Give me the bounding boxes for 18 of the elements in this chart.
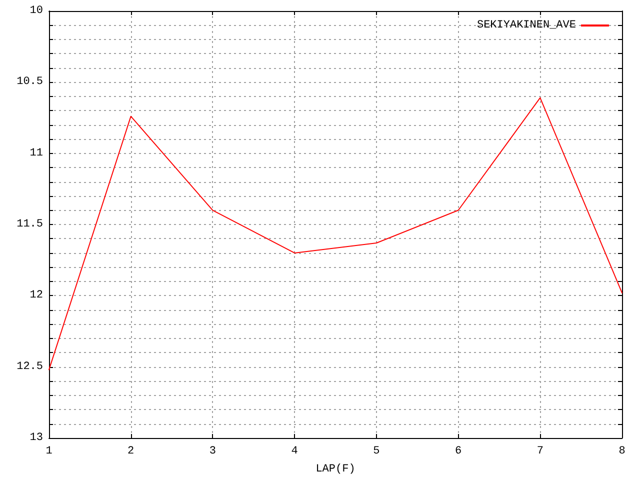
x-tick-label: 2 (128, 446, 134, 458)
x-tick-label: 1 (46, 446, 53, 458)
x-tick-label: 6 (454, 446, 462, 458)
x-tick-label: 8 (618, 446, 626, 458)
y-tick-label: 11.5 (16, 218, 43, 230)
x-axis-title: LAP(F) (316, 464, 356, 476)
x-tick-label: 5 (373, 446, 380, 458)
y-tick-label: 10 (30, 5, 43, 17)
legend-label: SEKIYAKINEN_AVE (476, 20, 576, 32)
x-tick-label: 3 (209, 446, 216, 458)
y-tick-label: 13 (30, 432, 43, 444)
y-tick-label: 12 (30, 290, 43, 302)
y-tick-label: 11 (30, 147, 44, 160)
line-series (48, 97, 622, 370)
x-tick-label: 7 (536, 446, 544, 458)
x-tick-label: 4 (291, 446, 298, 458)
y-tick-label: 12.5 (16, 360, 43, 373)
y-tick-label: 10.5 (16, 76, 43, 88)
